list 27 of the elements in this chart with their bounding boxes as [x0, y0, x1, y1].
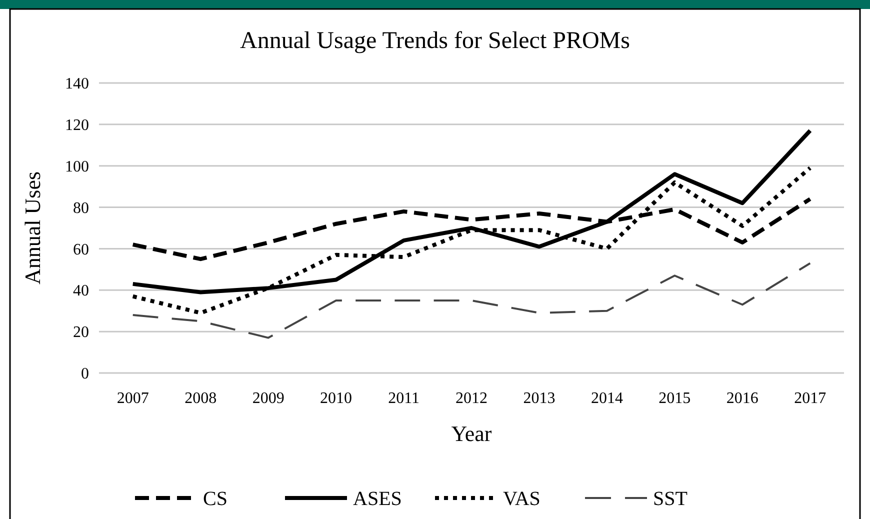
y-axis-title: Annual Uses: [20, 171, 45, 285]
x-tick-label: 2011: [388, 390, 420, 407]
legend-label: VAS: [503, 488, 540, 510]
x-tick-label: 2015: [658, 390, 691, 407]
line-series: [132, 262, 812, 339]
legend-label: CS: [203, 488, 228, 510]
x-tick-label: 2016: [726, 390, 758, 407]
y-tick-label: 0: [81, 366, 89, 383]
y-tick-label: 100: [65, 158, 89, 176]
y-tick-label: 120: [65, 117, 89, 134]
x-axis-title: Year: [451, 421, 492, 446]
x-tick-label: 2008: [184, 390, 217, 407]
y-tick-label: 20: [73, 324, 89, 342]
x-tick-label: 2010: [320, 390, 352, 407]
y-tick-label: 60: [73, 241, 89, 258]
x-tick-label: 2014: [590, 390, 623, 407]
x-tick-label: 2012: [456, 390, 488, 407]
x-tick-label: 2013: [523, 390, 556, 407]
chart-title: Annual Usage Trends for Select PROMs: [240, 28, 630, 54]
x-tick-label: 2017: [794, 390, 826, 407]
x-tick-label: 2009: [252, 390, 284, 407]
y-tick-label: 40: [73, 282, 89, 300]
y-tick-label: 140: [65, 76, 89, 93]
y-tick-label: 80: [73, 200, 89, 217]
legend-label: SST: [653, 488, 688, 510]
x-tick-label: 2007: [116, 390, 149, 407]
legend-label: ASES: [353, 488, 402, 510]
